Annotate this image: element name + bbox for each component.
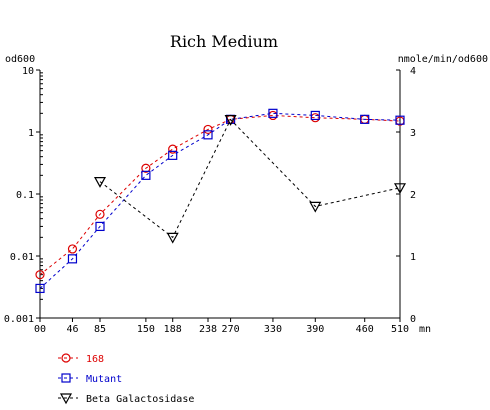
series-1 xyxy=(35,108,405,294)
x-tick-label: 188 xyxy=(164,324,182,335)
x-tick-label: 270 xyxy=(222,324,240,335)
right-tick-label: 2 xyxy=(410,190,416,201)
x-tick-label: 460 xyxy=(356,324,374,335)
triangle-marker xyxy=(309,201,322,213)
x-tick-label: 00 xyxy=(34,324,46,335)
legend: 168 Mutant Beta Galactosidase xyxy=(58,353,194,405)
triangle-marker xyxy=(166,232,179,244)
square-marker xyxy=(61,373,71,383)
circle-marker xyxy=(67,244,78,254)
right-axis-label: nmole/min/od600 xyxy=(398,54,488,65)
square-marker xyxy=(141,170,151,180)
right-tick-label: 3 xyxy=(410,128,416,139)
right-tick-label: 4 xyxy=(410,66,416,77)
circle-marker xyxy=(95,209,105,219)
square-marker xyxy=(203,130,213,140)
square-marker xyxy=(395,115,405,125)
series-line xyxy=(39,114,401,276)
left-tick-label: 0.01 xyxy=(10,252,34,263)
square-marker xyxy=(35,283,45,294)
circle-marker xyxy=(141,163,151,173)
circle-marker xyxy=(168,144,178,154)
left-tick-label: 1 xyxy=(28,128,34,139)
square-marker xyxy=(268,108,278,118)
axes: 00 46 85 150 188 238 270 330 390 460 510 0.001 0.01 0… xyxy=(4,66,416,335)
x-tick-label: 330 xyxy=(264,324,282,335)
x-tick-label: 238 xyxy=(199,324,217,335)
x-tick-label: 150 xyxy=(137,324,155,335)
right-tick-label: 0 xyxy=(410,314,416,325)
x-tick-label: 46 xyxy=(66,324,78,335)
chart-title: Rich Medium xyxy=(170,32,278,51)
left-tick-label: 0.001 xyxy=(4,314,34,325)
series-2 xyxy=(93,114,407,244)
series-line xyxy=(99,118,401,239)
left-tick-label: 10 xyxy=(22,66,34,77)
x-axis-unit: mn xyxy=(419,324,431,335)
left-axis-label: od600 xyxy=(5,54,35,65)
series-layer xyxy=(35,108,407,294)
circle-marker xyxy=(35,270,45,280)
legend-item: Mutant xyxy=(58,373,122,385)
legend-label: Mutant xyxy=(86,374,122,385)
x-tick-label: 85 xyxy=(94,324,106,335)
square-marker xyxy=(95,221,105,232)
triangle-marker xyxy=(59,393,73,405)
x-tick-label: 390 xyxy=(306,324,324,335)
x-tick-label: 510 xyxy=(391,324,409,335)
circle-marker xyxy=(203,124,213,135)
square-marker xyxy=(310,110,320,121)
triangle-marker xyxy=(224,114,237,126)
series-line xyxy=(39,112,401,289)
square-marker xyxy=(360,114,370,124)
legend-item: 168 xyxy=(58,353,104,365)
legend-label: Beta Galactosidase xyxy=(86,394,194,405)
circle-marker xyxy=(61,353,71,363)
series-0 xyxy=(35,110,405,280)
legend-label: 168 xyxy=(86,354,104,365)
right-tick-label: 1 xyxy=(410,252,416,263)
left-tick-label: 0.1 xyxy=(16,190,34,201)
square-marker xyxy=(168,150,178,160)
triangle-marker xyxy=(93,177,107,188)
legend-item: Beta Galactosidase xyxy=(58,393,194,405)
triangle-marker xyxy=(393,183,407,195)
square-marker xyxy=(67,254,78,264)
